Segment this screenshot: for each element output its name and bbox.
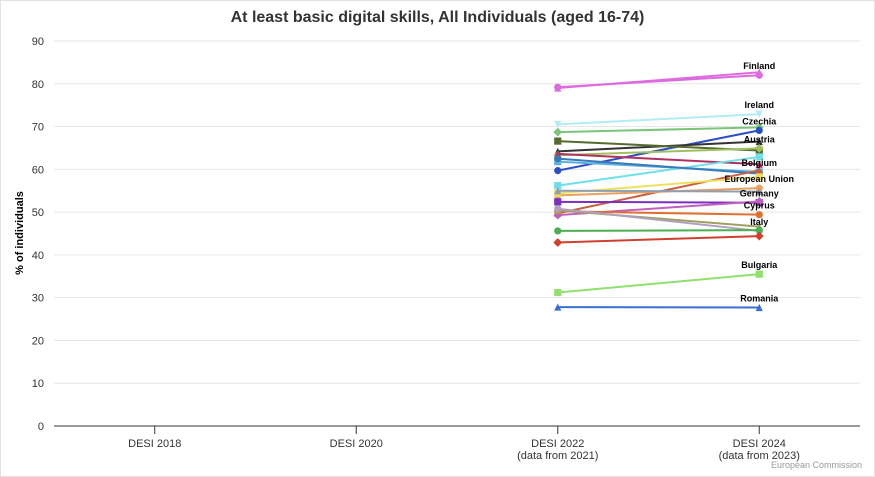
series-16-point-0 xyxy=(554,198,562,206)
y-tick-label-0: 0 xyxy=(38,421,44,433)
series-10-point-0 xyxy=(554,181,562,190)
series-20-point-0 xyxy=(554,205,562,213)
series-6-point-0 xyxy=(554,137,562,145)
series-7-point-1 xyxy=(754,143,764,153)
series-22-point-1 xyxy=(754,231,764,241)
series-11-point-0 xyxy=(554,155,562,163)
x-tick-label-1: DESI 2020 xyxy=(330,438,383,450)
series-23-point-0 xyxy=(554,288,562,297)
series-label-9: Belgium xyxy=(741,158,777,168)
chart-title: At least basic digital skills, All Indiv… xyxy=(230,9,645,26)
series-2-point-1 xyxy=(755,110,763,118)
series-1-point-1 xyxy=(755,68,763,76)
series-label-18: Cyprus xyxy=(744,201,775,211)
y-tick-label-30: 30 xyxy=(32,293,44,305)
y-tick-label-90: 90 xyxy=(32,36,44,48)
y-tick-label-10: 10 xyxy=(32,378,44,390)
series-label-0: Finland xyxy=(743,61,775,71)
y-tick-label-20: 20 xyxy=(32,335,44,347)
series-line-2 xyxy=(557,113,760,126)
series-24-point-1 xyxy=(755,303,763,312)
series-label-7: Austria xyxy=(744,134,776,144)
y-tick-label-40: 40 xyxy=(32,250,44,262)
series-22-point-0 xyxy=(553,238,563,247)
series-24-point-0 xyxy=(554,303,562,311)
series-line-23 xyxy=(557,273,760,294)
y-tick-label-80: 80 xyxy=(32,79,44,91)
series-3-point-0 xyxy=(553,127,563,137)
y-tick-label-70: 70 xyxy=(32,122,44,134)
series-line-22 xyxy=(557,235,760,244)
series-1-point-0 xyxy=(554,84,562,92)
series-17-point-0 xyxy=(553,210,563,220)
series-line-20 xyxy=(557,207,760,232)
y-tick-label-60: 60 xyxy=(32,164,44,176)
series-12-point-1 xyxy=(755,166,763,174)
series-line-16 xyxy=(557,200,760,204)
series-21-point-0 xyxy=(554,227,562,235)
series-5-point-1 xyxy=(755,137,763,146)
series-23-point-1 xyxy=(755,270,763,278)
series-2-point-0 xyxy=(554,120,562,129)
series-line-10 xyxy=(557,155,760,187)
series-10-point-1 xyxy=(755,153,763,161)
series-4-point-1 xyxy=(755,126,763,135)
series-line-21 xyxy=(557,229,760,232)
series-line-1 xyxy=(557,71,760,90)
series-line-11 xyxy=(557,157,760,175)
x-tick-label-3: DESI 2024 xyxy=(733,438,786,450)
series-line-3 xyxy=(557,126,760,134)
series-label-2: Ireland xyxy=(744,100,774,110)
series-label-13: European Union xyxy=(725,174,795,184)
x-tick-label-0: DESI 2018 xyxy=(128,438,181,450)
x-tick-label-2: DESI 2022 xyxy=(531,438,584,450)
series-15-point-0 xyxy=(554,187,562,195)
series-label-24: Romania xyxy=(740,294,779,304)
series-14-point-1 xyxy=(755,173,763,181)
series-8-point-1 xyxy=(755,160,763,168)
series-label-20: Italy xyxy=(750,217,768,227)
y-tick-label-50: 50 xyxy=(32,207,44,219)
series-line-7 xyxy=(557,147,760,157)
series-15-point-1 xyxy=(755,187,763,196)
series-21-point-1 xyxy=(755,226,763,234)
series-label-4: Czechia xyxy=(742,116,777,126)
series-4-point-0 xyxy=(554,167,562,175)
series-label-16: Germany xyxy=(740,189,779,199)
series-17-point-1 xyxy=(754,197,764,206)
series-label-23: Bulgaria xyxy=(741,260,778,270)
series-18-point-1 xyxy=(755,211,763,219)
x-tick-sublabel-3: (data from 2023) xyxy=(719,450,800,462)
series-line-15 xyxy=(557,189,760,193)
x-tick-sublabel-2: (data from 2021) xyxy=(517,450,598,462)
credits-label[interactable]: European Commission xyxy=(770,460,862,470)
